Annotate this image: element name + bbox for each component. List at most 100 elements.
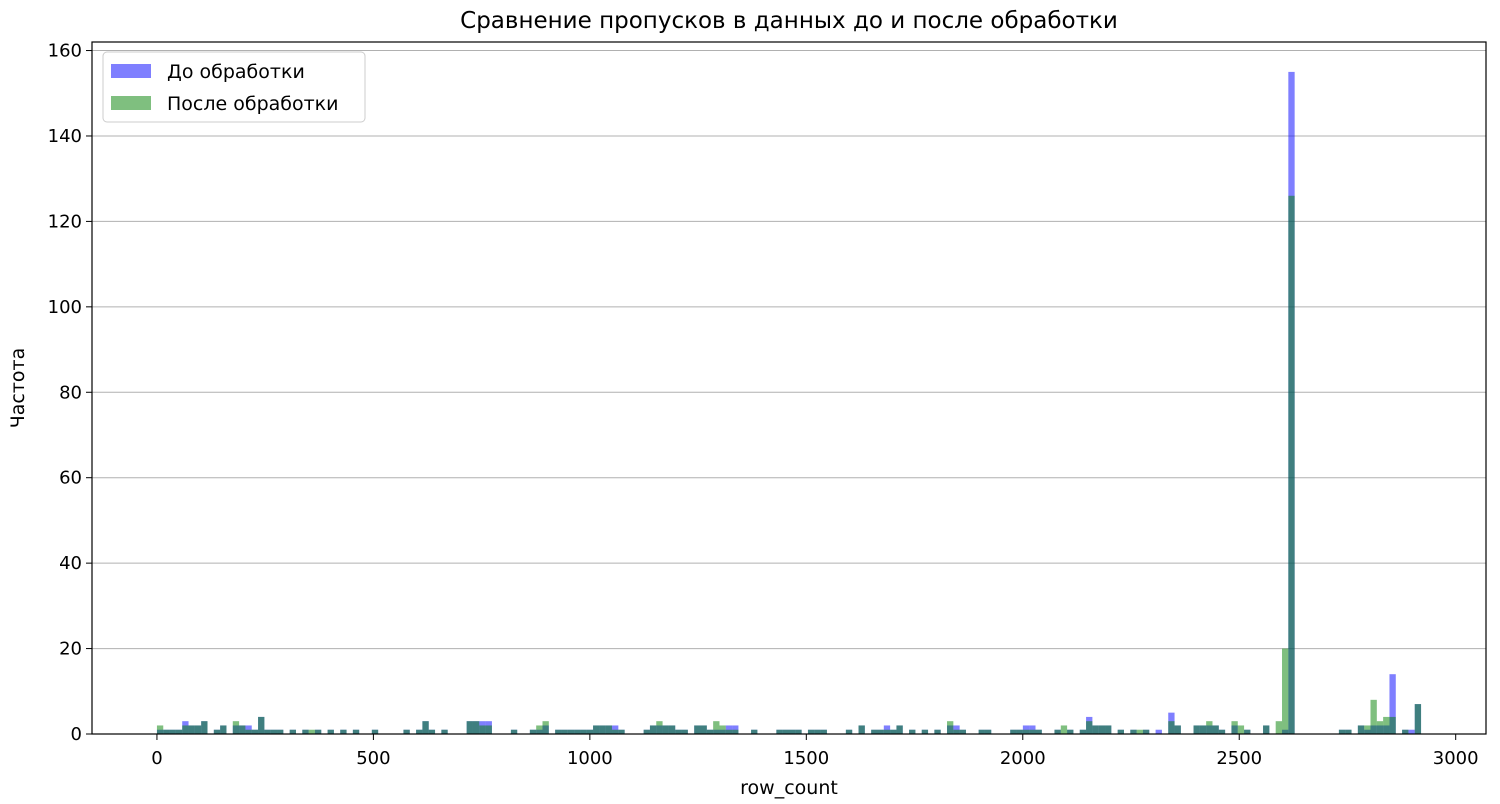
x-tick-label: 1500 (783, 748, 829, 769)
legend-swatch (111, 96, 151, 110)
histogram-bar (1212, 725, 1219, 734)
y-tick-label: 0 (71, 724, 82, 745)
histogram-bar (264, 729, 271, 734)
y-tick-label: 120 (48, 211, 82, 232)
histogram-bar (700, 725, 707, 734)
histogram-bar (428, 729, 436, 734)
y-tick-label: 40 (59, 553, 82, 574)
legend-swatch (111, 64, 151, 78)
plot-frame (91, 41, 1487, 735)
x-tick-label: 1000 (567, 748, 613, 769)
histogram-bar (1010, 729, 1017, 734)
histogram-bar (1193, 725, 1200, 734)
histogram-bar (574, 729, 581, 734)
histogram-bar (1079, 729, 1087, 734)
histogram-bar (175, 729, 183, 734)
y-tick-label: 160 (48, 41, 82, 62)
histogram-bar (441, 729, 448, 734)
histogram-bar (618, 729, 625, 734)
histogram-bar (1357, 725, 1365, 734)
histogram-bar (1231, 721, 1238, 734)
histogram-bar (466, 721, 473, 734)
histogram-bar (732, 729, 739, 734)
histogram-bar (947, 721, 954, 734)
histogram-bar (1060, 725, 1068, 734)
histogram-bar (820, 729, 827, 734)
series-2 (156, 195, 1422, 734)
histogram-bar (220, 725, 227, 734)
histogram-bar (1067, 729, 1074, 734)
histogram-bar (1130, 729, 1137, 734)
histogram-bar (277, 729, 284, 734)
histogram-bar (201, 721, 208, 734)
histogram-bar (675, 729, 682, 734)
histogram-bar (1199, 725, 1207, 734)
y-tick-label: 80 (59, 382, 82, 403)
histogram-bar (314, 729, 322, 734)
histogram-bar (1105, 725, 1112, 734)
histogram-bar (352, 729, 360, 734)
histogram-bar (776, 729, 783, 734)
histogram-bar (529, 729, 537, 734)
histogram-bar (1345, 729, 1352, 734)
histogram-bar (814, 729, 821, 734)
x-axis-ticks: 0 500 1000 1500 2000 2500 3000 (151, 734, 1479, 769)
histogram-bar (542, 721, 549, 734)
legend-box (102, 51, 366, 123)
histogram-bar (580, 729, 587, 734)
histogram-bar (308, 729, 315, 734)
histogram-bar (1376, 721, 1384, 734)
histogram-bar (1282, 648, 1289, 734)
histogram-bar (1383, 716, 1390, 734)
x-tick-label: 500 (356, 748, 390, 769)
histogram-bar (883, 729, 891, 734)
y-tick-label: 100 (48, 297, 82, 318)
histogram-bar (403, 729, 410, 734)
histogram-bar (649, 725, 657, 734)
histogram-bar (1338, 729, 1346, 734)
histogram-bar (340, 729, 347, 734)
histogram-bar (302, 729, 309, 734)
histogram-bar (536, 725, 543, 734)
histogram-bar (188, 725, 195, 734)
histogram-bar (1092, 725, 1099, 734)
histogram-bar (845, 729, 853, 734)
histogram-bar (1275, 721, 1283, 734)
histogram-bar (871, 729, 878, 734)
x-axis-label: row_count (740, 777, 838, 799)
histogram-bar (163, 729, 170, 734)
histogram-bar (858, 725, 865, 734)
histogram-bar (668, 725, 676, 734)
histogram-bar (245, 729, 252, 734)
histogram-bar (239, 725, 246, 734)
histogram-bar (169, 729, 176, 734)
histogram-bar (984, 729, 992, 734)
histogram-bar (877, 729, 884, 734)
histogram-bar (485, 725, 492, 734)
histogram-bar (1155, 729, 1162, 734)
histogram-bar (1364, 725, 1371, 734)
series-1 (156, 71, 1422, 734)
histogram-bar (953, 729, 960, 734)
chart-title: Сравнение пропусков в данных до и после … (460, 8, 1118, 34)
histogram-bar (1244, 729, 1251, 734)
histogram-bar (182, 725, 189, 734)
histogram-bar (706, 729, 714, 734)
histogram-bar (1370, 699, 1377, 734)
histogram-bar (1098, 725, 1106, 734)
histogram-bar (1174, 725, 1181, 734)
histogram-bar (694, 725, 701, 734)
histogram-bar (289, 729, 296, 734)
histogram-bar (416, 729, 423, 734)
histogram-bar (472, 721, 480, 734)
histogram-bar (479, 725, 486, 734)
histogram-bar (934, 729, 941, 734)
x-tick-label: 2000 (1000, 748, 1046, 769)
y-tick-label: 20 (59, 639, 82, 660)
histogram-bar (371, 729, 379, 734)
histogram-bar (1263, 725, 1270, 734)
y-tick-label: 140 (48, 126, 82, 147)
histogram-bar (567, 729, 575, 734)
